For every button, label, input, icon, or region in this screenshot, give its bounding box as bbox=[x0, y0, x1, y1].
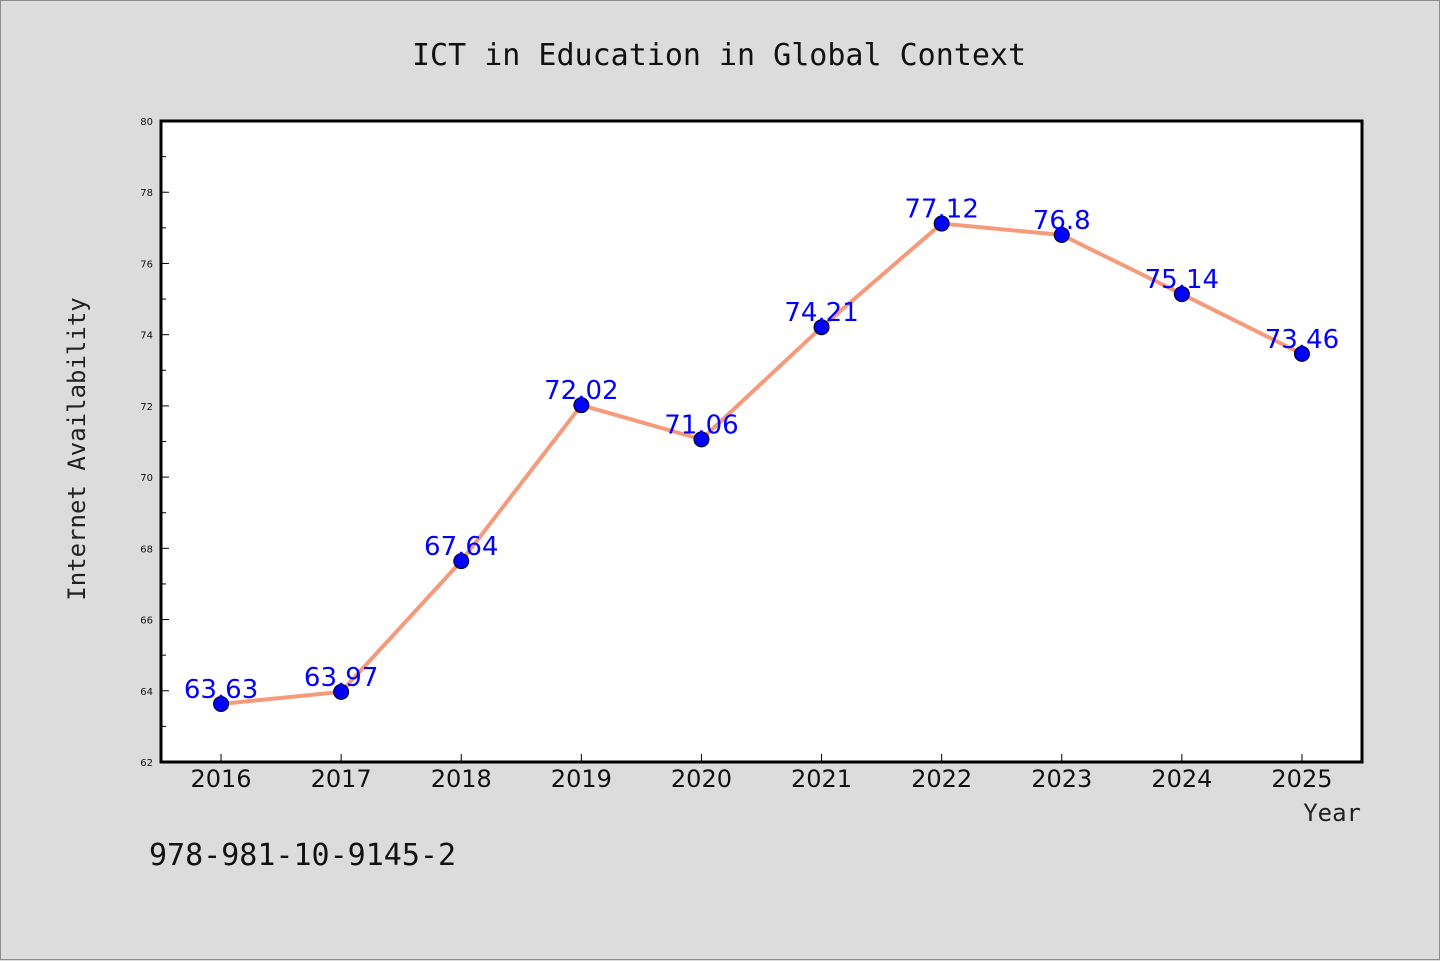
data-point bbox=[693, 431, 710, 448]
y-tick-label: 64 bbox=[140, 687, 153, 698]
data-point bbox=[813, 319, 830, 336]
y-tick-label: 72 bbox=[140, 402, 153, 413]
data-value-label: 77.12 bbox=[904, 195, 978, 225]
series-line bbox=[219, 221, 1304, 706]
data-value-label: 67.64 bbox=[424, 532, 498, 562]
y-tick-label: 74 bbox=[140, 331, 153, 342]
x-tick-label: 2017 bbox=[311, 765, 372, 793]
data-value-label: 73.46 bbox=[1265, 325, 1339, 355]
x-tick-label: 2020 bbox=[671, 765, 732, 793]
y-tick-label: 76 bbox=[140, 259, 153, 270]
data-point bbox=[1053, 226, 1070, 243]
data-value-label: 72.02 bbox=[544, 376, 618, 406]
data-value-label: 63.97 bbox=[304, 663, 378, 693]
data-labels: 63.63 63.97 67.64 72.02 71.06 74.21 77.12 76.8 7… bbox=[184, 195, 1339, 705]
x-axis-ticks: 2016 2017 2018 2019 2020 2021 2022 2023 2024 2025 bbox=[191, 754, 1332, 793]
data-value-label: 75.14 bbox=[1145, 265, 1219, 295]
isbn-footnote: 978-981-10-9145-2 bbox=[149, 838, 456, 873]
x-tick-label: 2024 bbox=[1151, 765, 1212, 793]
data-point bbox=[1293, 345, 1310, 362]
plot-frame bbox=[159, 119, 1364, 764]
data-value-label: 76.8 bbox=[1033, 206, 1091, 236]
y-axis-label: Internet Availability bbox=[63, 297, 91, 600]
data-value-label: 71.06 bbox=[664, 410, 738, 440]
x-tick-label: 2016 bbox=[191, 765, 252, 793]
y-tick-label: 68 bbox=[140, 544, 153, 555]
x-tick-label: 2019 bbox=[551, 765, 612, 793]
data-point bbox=[453, 553, 470, 570]
data-point bbox=[213, 695, 230, 712]
x-tick-label: 2023 bbox=[1031, 765, 1092, 793]
data-point bbox=[1173, 286, 1190, 303]
data-markers bbox=[213, 215, 1310, 712]
data-point bbox=[333, 683, 350, 700]
data-value-label: 63.63 bbox=[184, 675, 258, 705]
chart-title: ICT in Education in Global Context bbox=[412, 38, 1026, 73]
x-axis-label: Year bbox=[1303, 799, 1361, 827]
y-tick-label: 78 bbox=[140, 188, 153, 199]
y-tick-label: 62 bbox=[140, 758, 153, 769]
y-tick-label: 66 bbox=[140, 616, 153, 627]
y-tick-label: 80 bbox=[140, 117, 153, 128]
x-tick-label: 2025 bbox=[1271, 765, 1332, 793]
x-tick-label: 2018 bbox=[431, 765, 492, 793]
data-value-label: 74.21 bbox=[784, 298, 858, 328]
data-point bbox=[933, 215, 950, 232]
data-point bbox=[573, 397, 590, 414]
x-tick-label: 2022 bbox=[911, 765, 972, 793]
plot-area bbox=[161, 121, 1362, 762]
y-tick-label: 70 bbox=[140, 473, 153, 484]
x-tick-label: 2021 bbox=[791, 765, 852, 793]
